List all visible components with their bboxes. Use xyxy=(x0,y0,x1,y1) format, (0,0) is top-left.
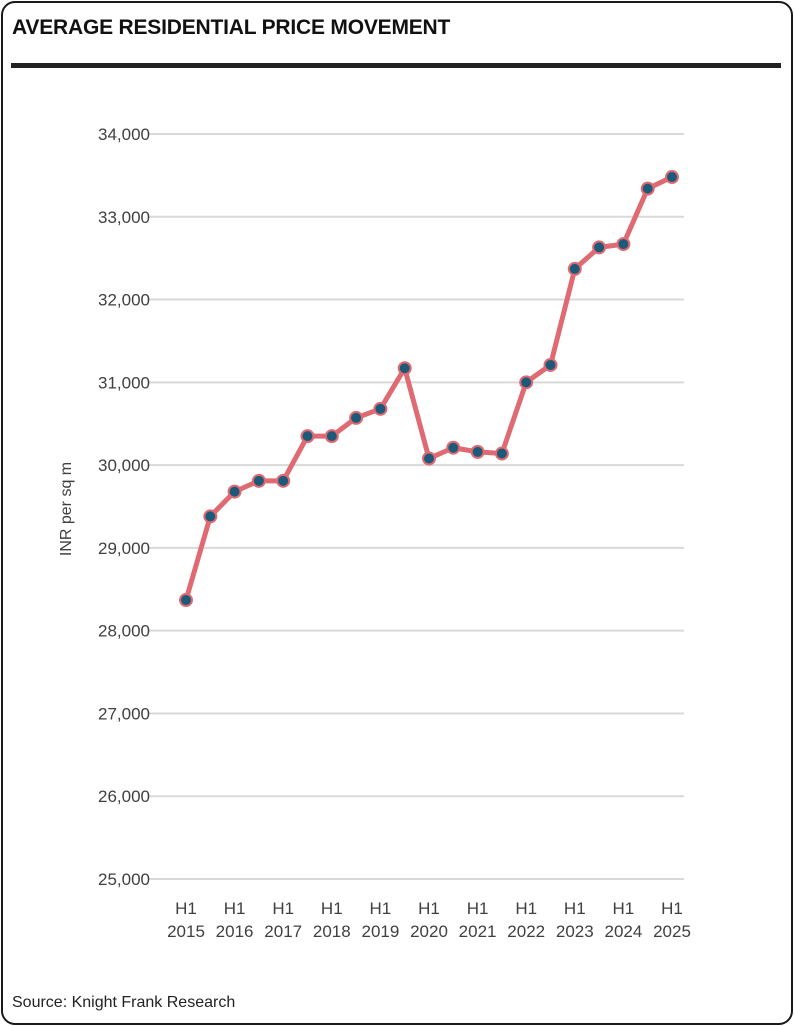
data-point xyxy=(665,170,679,185)
x-tick-label-half: H1 xyxy=(418,899,440,918)
data-point xyxy=(203,509,218,524)
data-point xyxy=(567,261,582,276)
source-note: Source: Knight Frank Research xyxy=(12,994,236,1011)
x-tick-label-year: 2025 xyxy=(653,922,691,941)
x-tick-label-half: H1 xyxy=(515,899,537,918)
x-tick-label-year: 2020 xyxy=(410,922,448,941)
x-tick-label-half: H1 xyxy=(175,899,197,918)
y-tick-label: 25,000 xyxy=(98,870,150,889)
data-point xyxy=(519,375,534,390)
data-point xyxy=(592,240,607,255)
x-tick-label-half: H1 xyxy=(370,899,392,918)
x-tick-label-half: H1 xyxy=(661,899,683,918)
x-tick-label-year: 2023 xyxy=(556,922,594,941)
x-tick-label-year: 2022 xyxy=(507,922,545,941)
x-tick-label-half: H1 xyxy=(613,899,635,918)
title-divider xyxy=(11,63,781,68)
data-point xyxy=(470,444,485,459)
data-point xyxy=(179,593,193,608)
y-tick-label: 32,000 xyxy=(98,291,150,310)
data-point xyxy=(373,401,388,416)
x-tick-label-half: H1 xyxy=(224,899,246,918)
x-tick-label-year: 2017 xyxy=(264,922,302,941)
data-point xyxy=(446,440,461,455)
x-tick-label-year: 2016 xyxy=(216,922,254,941)
chart-title: AVERAGE RESIDENTIAL PRICE MOVEMENT xyxy=(12,16,451,39)
y-tick-label: 27,000 xyxy=(98,704,150,723)
data-point xyxy=(300,429,315,444)
x-tick-label-half: H1 xyxy=(321,899,343,918)
x-tick-label-year: 2015 xyxy=(167,922,205,941)
y-tick-label: 29,000 xyxy=(98,539,150,558)
y-tick-label: 26,000 xyxy=(98,787,150,806)
data-point xyxy=(276,473,291,488)
x-tick-label-year: 2018 xyxy=(313,922,351,941)
x-tick-label-half: H1 xyxy=(564,899,586,918)
data-point xyxy=(494,446,509,461)
data-point xyxy=(251,473,266,488)
y-tick-label: 30,000 xyxy=(98,456,150,475)
data-point xyxy=(324,429,339,444)
y-tick-label: 28,000 xyxy=(98,622,150,641)
data-point xyxy=(640,181,655,196)
y-axis-label: INR per sq m xyxy=(58,462,75,556)
y-tick-label: 31,000 xyxy=(98,373,150,392)
line-chart: 25,000 26,000 27,000 28,000 29,000 30,000 31,0… xyxy=(58,125,691,941)
y-tick-label: 34,000 xyxy=(98,125,150,144)
data-point xyxy=(227,484,242,499)
data-point xyxy=(349,410,364,425)
x-tick-label-year: 2019 xyxy=(361,922,399,941)
data-point xyxy=(543,357,558,372)
y-tick-label: 33,000 xyxy=(98,208,150,227)
data-point xyxy=(397,361,412,376)
x-tick-label-year: 2024 xyxy=(604,922,642,941)
data-point xyxy=(422,451,436,466)
data-point xyxy=(616,237,631,252)
x-tick-label-half: H1 xyxy=(272,899,294,918)
x-tick-label-half: H1 xyxy=(467,899,489,918)
x-tick-label-year: 2021 xyxy=(459,922,497,941)
